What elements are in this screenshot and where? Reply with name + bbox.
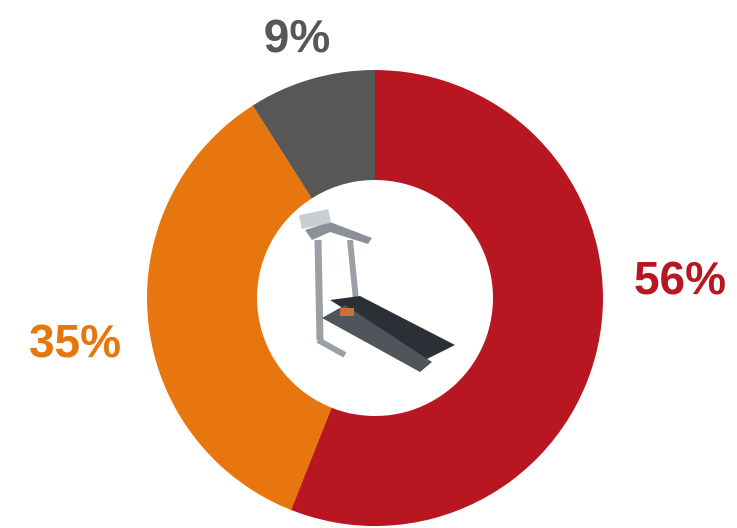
data-label: 35%: [29, 315, 121, 367]
donut-slice: [147, 105, 332, 510]
labels: 56% 35% 9%: [29, 10, 726, 367]
data-label: 9%: [264, 10, 330, 62]
slices: [147, 70, 603, 527]
data-label: 56%: [634, 252, 726, 304]
donut-slice: [252, 70, 375, 199]
donut-slice: [291, 70, 603, 527]
treadmill-image: [298, 209, 455, 372]
